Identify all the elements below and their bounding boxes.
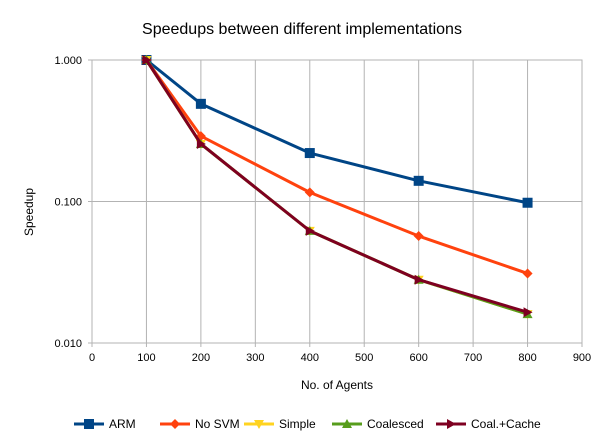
- series-line: [145, 59, 529, 316]
- x-tick-label: 800: [518, 352, 536, 364]
- data-point: [142, 55, 152, 65]
- x-tick-label: 200: [192, 352, 210, 364]
- x-tick-label: 600: [409, 352, 427, 364]
- legend-label: ARM: [109, 417, 136, 431]
- x-tick-label: 100: [137, 352, 155, 364]
- grid-lines: [91, 59, 583, 344]
- legend-marker: [254, 420, 264, 429]
- y-tick-label: 0.100: [54, 197, 82, 209]
- legend-item: No SVM: [160, 417, 240, 431]
- x-tick-label: 900: [573, 352, 591, 364]
- data-point: [413, 231, 424, 242]
- y-axis-title: Speedup: [22, 188, 36, 236]
- legend-marker: [342, 419, 352, 428]
- series-simple: [141, 56, 533, 320]
- legend-label: No SVM: [195, 417, 240, 431]
- legend-marker: [170, 419, 180, 429]
- x-tick-label: 300: [246, 352, 264, 364]
- legend-marker: [447, 419, 456, 429]
- series-line: [145, 58, 528, 205]
- legend-item: Simple: [244, 417, 316, 431]
- data-point: [195, 98, 206, 109]
- data-point: [522, 197, 533, 208]
- axis-ticks: 0 100 200 300 400 500 600 700 800 900 0.010 0.100 1.…: [54, 55, 591, 364]
- x-tick-label: 400: [301, 352, 319, 364]
- series-no-svm: [141, 55, 533, 279]
- series-arm: [141, 55, 533, 208]
- data-point: [522, 268, 533, 279]
- legend-label: Coal.+Cache: [471, 417, 541, 431]
- data-point: [196, 138, 206, 149]
- x-tick-label: 700: [464, 352, 482, 364]
- chart-title: Speedups between different implementatio…: [142, 21, 462, 38]
- y-tick-label: 1.000: [54, 55, 82, 67]
- legend-item: Coal.+Cache: [436, 417, 541, 431]
- legend-label: Simple: [279, 417, 316, 431]
- y-tick-label: 0.010: [54, 338, 82, 350]
- data-point: [414, 274, 424, 285]
- series-line: [145, 59, 529, 316]
- legend-marker: [84, 419, 94, 429]
- legend-item: Coalesced: [332, 417, 424, 431]
- data-point: [304, 187, 315, 198]
- data-point: [523, 307, 533, 318]
- data-point: [304, 148, 315, 159]
- legend-item: ARM: [74, 417, 136, 431]
- x-tick-label: 500: [355, 352, 373, 364]
- series-group: [141, 55, 533, 320]
- data-point: [305, 225, 315, 236]
- series-line: [145, 59, 528, 314]
- series-coalesced: [141, 55, 533, 319]
- data-point: [413, 175, 424, 186]
- x-axis-title: No. of Agents: [301, 378, 373, 392]
- legend-label: Coalesced: [367, 417, 424, 431]
- series-coal-cache: [142, 55, 533, 318]
- x-tick-label: 0: [89, 352, 95, 364]
- legend: ARM No SVM Simple Coalesced Coal.+Cache: [74, 417, 541, 431]
